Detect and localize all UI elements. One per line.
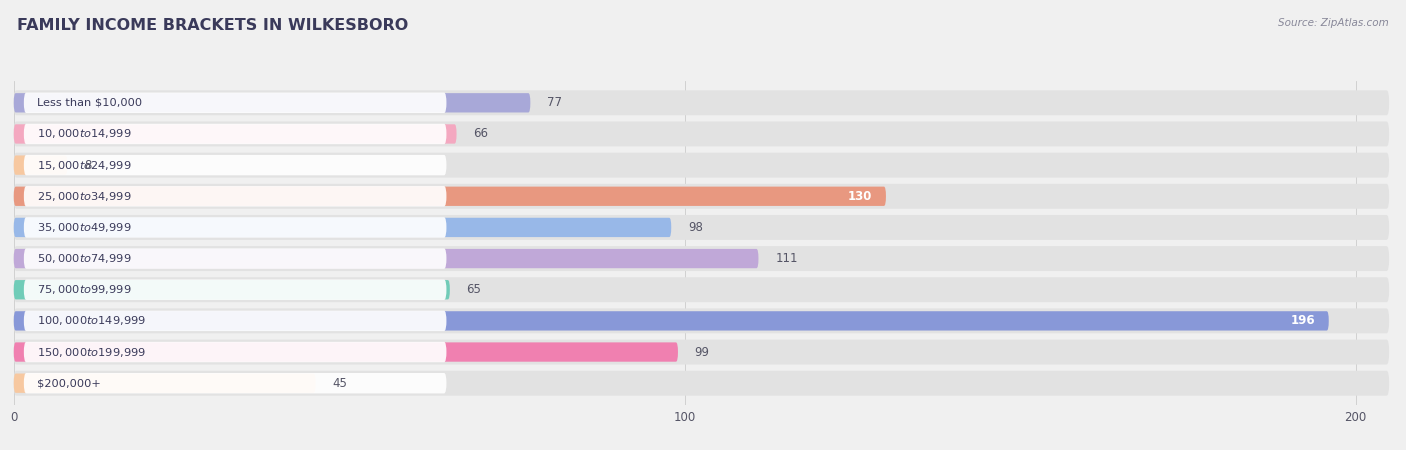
FancyBboxPatch shape: [14, 308, 1389, 333]
FancyBboxPatch shape: [14, 280, 450, 299]
Text: 45: 45: [332, 377, 347, 390]
FancyBboxPatch shape: [14, 374, 316, 393]
FancyBboxPatch shape: [14, 155, 67, 175]
Text: 196: 196: [1291, 315, 1316, 328]
FancyBboxPatch shape: [14, 311, 1329, 331]
Text: $35,000 to $49,999: $35,000 to $49,999: [37, 221, 132, 234]
FancyBboxPatch shape: [14, 371, 1389, 396]
Text: 8: 8: [84, 158, 91, 171]
FancyBboxPatch shape: [24, 186, 447, 207]
FancyBboxPatch shape: [14, 90, 1389, 115]
FancyBboxPatch shape: [14, 215, 1389, 240]
Text: $15,000 to $24,999: $15,000 to $24,999: [37, 158, 132, 171]
FancyBboxPatch shape: [24, 217, 447, 238]
Text: 111: 111: [775, 252, 797, 265]
Text: 77: 77: [547, 96, 562, 109]
FancyBboxPatch shape: [14, 187, 886, 206]
FancyBboxPatch shape: [24, 93, 447, 113]
Text: 130: 130: [848, 190, 873, 203]
FancyBboxPatch shape: [14, 122, 1389, 146]
FancyBboxPatch shape: [14, 153, 1389, 178]
FancyBboxPatch shape: [14, 124, 457, 144]
Text: $100,000 to $149,999: $100,000 to $149,999: [37, 315, 146, 328]
Text: $150,000 to $199,999: $150,000 to $199,999: [37, 346, 146, 359]
FancyBboxPatch shape: [14, 246, 1389, 271]
FancyBboxPatch shape: [24, 310, 447, 331]
FancyBboxPatch shape: [24, 373, 447, 393]
FancyBboxPatch shape: [14, 218, 671, 237]
Text: 98: 98: [688, 221, 703, 234]
FancyBboxPatch shape: [14, 342, 678, 362]
FancyBboxPatch shape: [14, 249, 758, 268]
FancyBboxPatch shape: [24, 342, 447, 362]
Text: FAMILY INCOME BRACKETS IN WILKESBORO: FAMILY INCOME BRACKETS IN WILKESBORO: [17, 18, 408, 33]
Text: $200,000+: $200,000+: [37, 378, 101, 388]
Text: Less than $10,000: Less than $10,000: [37, 98, 142, 108]
Text: $25,000 to $34,999: $25,000 to $34,999: [37, 190, 132, 203]
Text: $10,000 to $14,999: $10,000 to $14,999: [37, 127, 132, 140]
FancyBboxPatch shape: [14, 93, 530, 112]
Text: 99: 99: [695, 346, 710, 359]
Text: 65: 65: [467, 283, 481, 296]
FancyBboxPatch shape: [24, 124, 447, 144]
Text: 66: 66: [474, 127, 488, 140]
Text: $50,000 to $74,999: $50,000 to $74,999: [37, 252, 132, 265]
Text: $75,000 to $99,999: $75,000 to $99,999: [37, 283, 132, 296]
FancyBboxPatch shape: [14, 277, 1389, 302]
FancyBboxPatch shape: [24, 279, 447, 300]
FancyBboxPatch shape: [24, 248, 447, 269]
FancyBboxPatch shape: [24, 155, 447, 176]
Text: Source: ZipAtlas.com: Source: ZipAtlas.com: [1278, 18, 1389, 28]
FancyBboxPatch shape: [14, 184, 1389, 209]
FancyBboxPatch shape: [14, 340, 1389, 364]
